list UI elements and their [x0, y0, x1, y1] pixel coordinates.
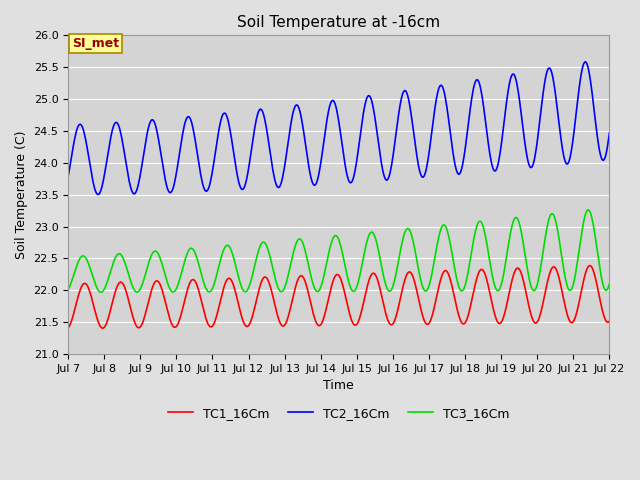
- Legend: TC1_16Cm, TC2_16Cm, TC3_16Cm: TC1_16Cm, TC2_16Cm, TC3_16Cm: [163, 402, 515, 425]
- TC2_16Cm: [95, 192, 102, 197]
- TC2_16Cm: [186, 114, 193, 120]
- Line: TC3_16Cm: TC3_16Cm: [68, 210, 609, 292]
- Title: Soil Temperature at -16cm: Soil Temperature at -16cm: [237, 15, 440, 30]
- TC2_16Cm: [421, 171, 429, 177]
- Y-axis label: Soil Temperature (C): Soil Temperature (C): [15, 131, 28, 259]
- TC3_16Cm: [405, 227, 413, 232]
- Line: TC1_16Cm: TC1_16Cm: [68, 265, 609, 328]
- Text: SI_met: SI_met: [72, 37, 119, 50]
- TC2_16Cm: [64, 174, 72, 180]
- TC3_16Cm: [584, 207, 592, 213]
- TC3_16Cm: [421, 288, 429, 294]
- TC1_16Cm: [186, 281, 193, 287]
- TC2_16Cm: [582, 59, 589, 65]
- TC2_16Cm: [131, 191, 138, 197]
- TC2_16Cm: [605, 130, 613, 136]
- TC2_16Cm: [214, 132, 222, 138]
- TC3_16Cm: [214, 267, 222, 273]
- TC1_16Cm: [131, 319, 138, 324]
- TC2_16Cm: [74, 124, 82, 130]
- TC3_16Cm: [97, 289, 105, 295]
- TC3_16Cm: [74, 260, 82, 265]
- TC1_16Cm: [586, 263, 594, 268]
- TC1_16Cm: [214, 308, 222, 314]
- TC1_16Cm: [74, 294, 82, 300]
- TC1_16Cm: [421, 319, 429, 325]
- TC3_16Cm: [64, 287, 72, 292]
- TC1_16Cm: [99, 325, 107, 331]
- TC1_16Cm: [605, 318, 613, 324]
- TC3_16Cm: [605, 281, 613, 287]
- TC1_16Cm: [64, 325, 72, 331]
- TC2_16Cm: [405, 99, 413, 105]
- TC3_16Cm: [131, 287, 138, 293]
- X-axis label: Time: Time: [323, 379, 354, 392]
- Line: TC2_16Cm: TC2_16Cm: [68, 62, 609, 194]
- TC1_16Cm: [405, 269, 413, 275]
- TC3_16Cm: [186, 247, 193, 252]
